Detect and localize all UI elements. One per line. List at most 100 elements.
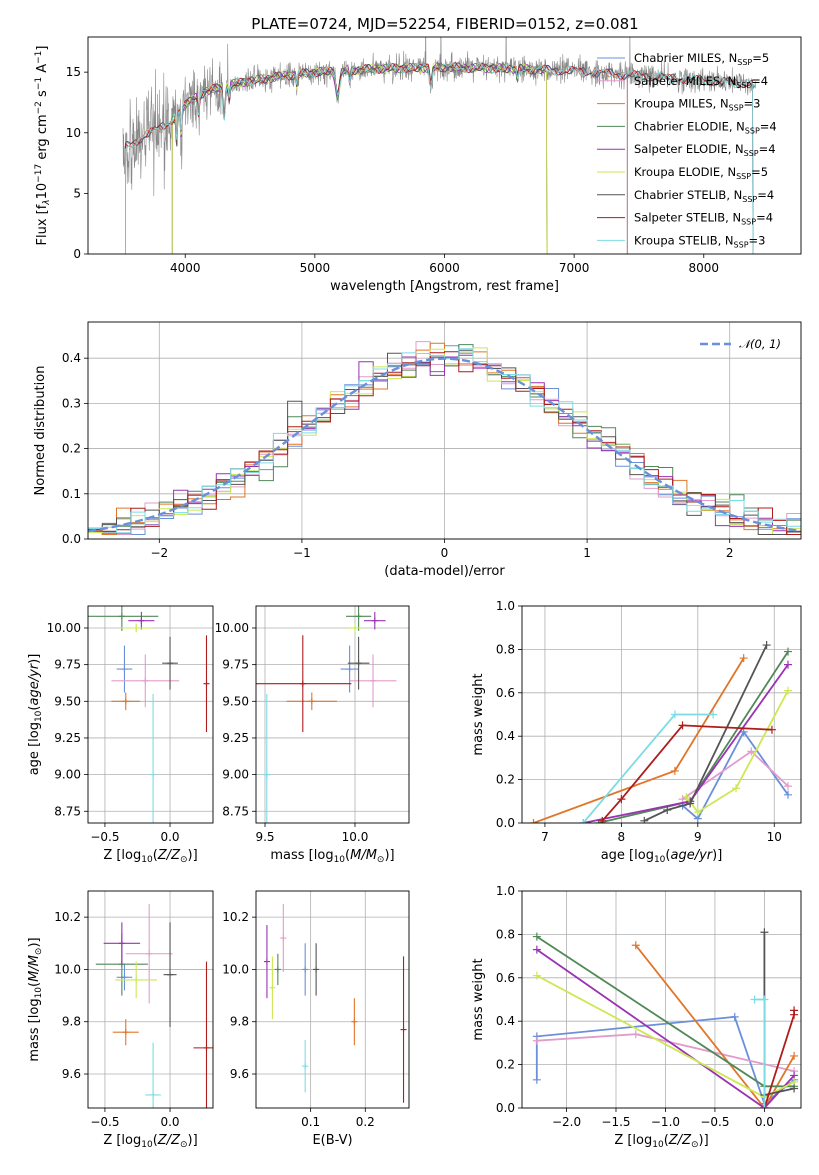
y-tick-label: 0.3 <box>62 396 81 410</box>
label-part: −1 <box>34 51 44 64</box>
weight-marker-se <box>784 660 793 669</box>
legend-n: =5 <box>752 51 769 65</box>
plot-area <box>122 37 756 254</box>
legend-sub: SSP <box>742 195 757 204</box>
legend-n: =5 <box>751 165 768 179</box>
y-tick-label: 9.75 <box>54 658 81 672</box>
weight-marker-ss <box>598 816 607 823</box>
legend-text: Kroupa MILES, N <box>634 97 729 111</box>
point-marker-cm <box>121 974 128 981</box>
x-axis-label: Z [log10(Z/Z⊙)] <box>103 1133 197 1150</box>
legend-text: Chabrier STELIB, N <box>634 188 742 202</box>
weight-vs-z-axes: −2.0 −1.5 −1.0 −0.5 0.0 0.0 0.2 0.4 0.6 0.8 1.0 Z [… <box>471 884 802 1150</box>
point-marker-ce <box>118 613 125 620</box>
label-part: mass [log <box>27 998 42 1061</box>
x-tick-label: 0.0 <box>160 1115 179 1129</box>
x-tick-label: −1 <box>293 546 311 560</box>
weight-marker-cs <box>663 805 672 814</box>
model-spectrum-ss <box>125 62 754 254</box>
legend-text: Salpeter MILES, N <box>634 74 736 88</box>
plot-area <box>256 606 397 823</box>
label-part: ⊙ <box>377 855 385 865</box>
axes-frame <box>521 890 802 1109</box>
weight-marker-ks <box>750 995 759 1004</box>
spectrum-y-label: Flux [fλ10−17 erg cm−2 s−1 A−1] <box>34 46 52 246</box>
weight-marker-km <box>529 819 538 823</box>
x-tick-label: 7 <box>541 830 549 844</box>
weight-marker-ks <box>579 819 588 823</box>
label-part: ( <box>27 706 42 711</box>
legend-n: =4 <box>759 142 776 156</box>
y-tick-label: 9.25 <box>222 731 249 745</box>
point-marker-ss <box>203 680 210 687</box>
x-tick-label: 0.2 <box>356 1115 375 1129</box>
label-part: )] <box>699 1133 709 1148</box>
x-tick-label: −0.5 <box>700 1115 729 1129</box>
point-marker-cm <box>346 666 353 673</box>
weight-marker-cs <box>762 641 771 650</box>
label-part: Flux [f <box>35 204 50 245</box>
x-tick-label: 0 <box>441 546 449 560</box>
grid <box>88 891 213 1108</box>
weight-marker-cm <box>784 790 793 799</box>
plot-area <box>95 904 213 1108</box>
label-part: M/M <box>27 955 42 982</box>
label-part: ( <box>665 848 670 863</box>
point-marker-se <box>118 940 125 947</box>
point-marker-ks <box>302 1063 309 1070</box>
legend-label-sm: Salpeter MILES, NSSP=4 <box>634 74 768 90</box>
y-tick-label: 9.25 <box>54 731 81 745</box>
label-part: wavelength [Angstrom, rest frame] <box>330 279 559 294</box>
label-part: Z [log <box>614 1133 652 1148</box>
x-tick-label: 0.1 <box>301 1115 320 1129</box>
y-tick-label: 0.4 <box>62 351 81 365</box>
label-part: ] <box>35 46 50 51</box>
x-tick-label: 10 <box>767 830 782 844</box>
legend-label-ks: Kroupa STELIB, NSSP=3 <box>634 233 765 249</box>
legend-n: =4 <box>757 188 774 202</box>
label-part: )] <box>27 654 42 664</box>
legend-text: Salpeter ELODIE, N <box>634 142 744 156</box>
weight-marker-ss <box>678 721 687 730</box>
weight-marker-ke <box>693 808 702 817</box>
x-tick-label: 8000 <box>688 261 719 275</box>
legend-n: =4 <box>751 74 768 88</box>
y-tick-label: 0.2 <box>62 442 81 456</box>
legend-normal-label: 𝒩(0, 1) <box>739 337 781 351</box>
x-tick-label: 8 <box>618 830 626 844</box>
label-part: Z [log <box>103 1133 141 1148</box>
x-axis-label: Z [log10(Z/Z⊙)] <box>614 1133 708 1150</box>
weight-marker-km <box>790 1051 799 1060</box>
point-marker-cs <box>167 971 174 978</box>
label-part: ( <box>153 1133 158 1148</box>
y-tick-label: 9.00 <box>222 768 249 782</box>
figure-title: PLATE=0724, MJD=52254, FIBERID=0152, z=0… <box>251 15 638 33</box>
label-part: ⊙ <box>34 948 44 956</box>
label-part: 10 <box>35 183 50 200</box>
weight-marker-ks <box>670 710 679 719</box>
weight-marker-cm <box>532 1075 541 1084</box>
point-marker-ke <box>133 976 140 983</box>
x-tick-label: 2 <box>726 546 734 560</box>
weight-marker-km <box>739 654 748 663</box>
legend-sub: SSP <box>741 218 756 227</box>
plot-area <box>88 341 801 535</box>
y-tick-label: 8.75 <box>222 804 249 818</box>
legend-label-se: Salpeter ELODIE, NSSP=4 <box>634 142 776 158</box>
weight-line-ss <box>763 1010 795 1108</box>
weight-marker-ke <box>532 971 541 980</box>
weight-marker-cs <box>790 1084 799 1093</box>
point-marker-cs <box>167 660 174 667</box>
label-part: ( <box>27 982 42 987</box>
legend-sub: SSP <box>729 104 744 113</box>
y-tick-label: 5 <box>73 186 81 200</box>
x-tick-label: −2.0 <box>552 1115 581 1129</box>
label-part: mass weight <box>471 958 486 1040</box>
x-tick-label: 0.0 <box>755 1115 774 1129</box>
point-marker-ss <box>203 1044 210 1051</box>
label-part: ⊙ <box>180 1140 188 1150</box>
weight-marker-ss <box>767 725 776 734</box>
